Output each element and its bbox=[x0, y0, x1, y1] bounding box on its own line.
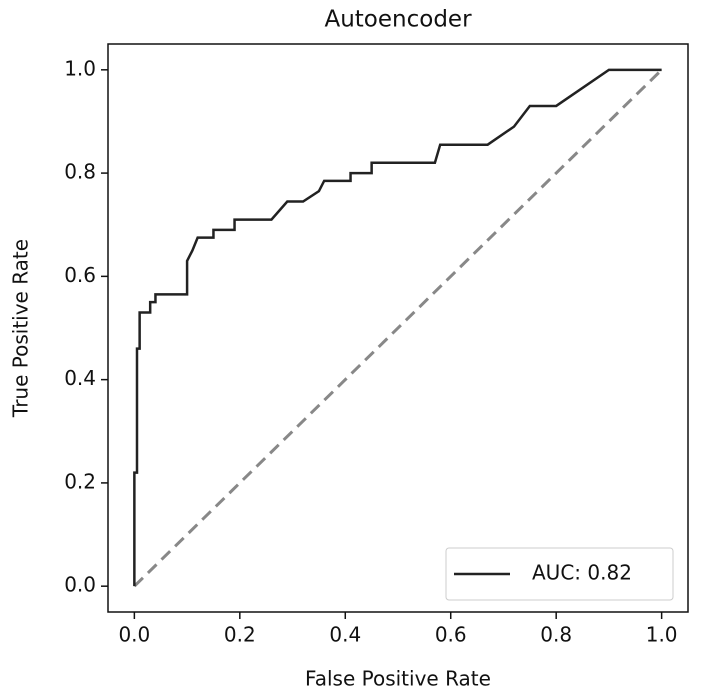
x-tick-label: 0.6 bbox=[435, 623, 467, 647]
x-tick-label: 1.0 bbox=[646, 623, 678, 647]
y-tick-label: 0.4 bbox=[64, 366, 96, 390]
y-tick-label: 0.8 bbox=[64, 160, 96, 184]
x-tick-label: 0.0 bbox=[118, 623, 150, 647]
x-axis-label: False Positive Rate bbox=[305, 667, 491, 691]
chart-title: Autoencoder bbox=[324, 7, 472, 33]
x-tick-label: 0.8 bbox=[540, 623, 572, 647]
roc-line bbox=[133, 68, 662, 587]
y-tick-label: 0.2 bbox=[64, 469, 96, 493]
y-tick-label: 0.6 bbox=[64, 263, 96, 287]
y-axis-label: True Positive Rate bbox=[9, 239, 33, 418]
x-tick-label: 0.4 bbox=[329, 623, 361, 647]
legend-box bbox=[445, 547, 674, 601]
plot-frame bbox=[107, 43, 689, 613]
legend-label: AUC: 0.82 bbox=[532, 561, 632, 585]
x-tick-label: 0.2 bbox=[224, 623, 256, 647]
y-tick-label: 1.0 bbox=[64, 56, 96, 80]
roc-line bbox=[133, 68, 663, 588]
y-tick-label: 0.0 bbox=[64, 573, 96, 597]
